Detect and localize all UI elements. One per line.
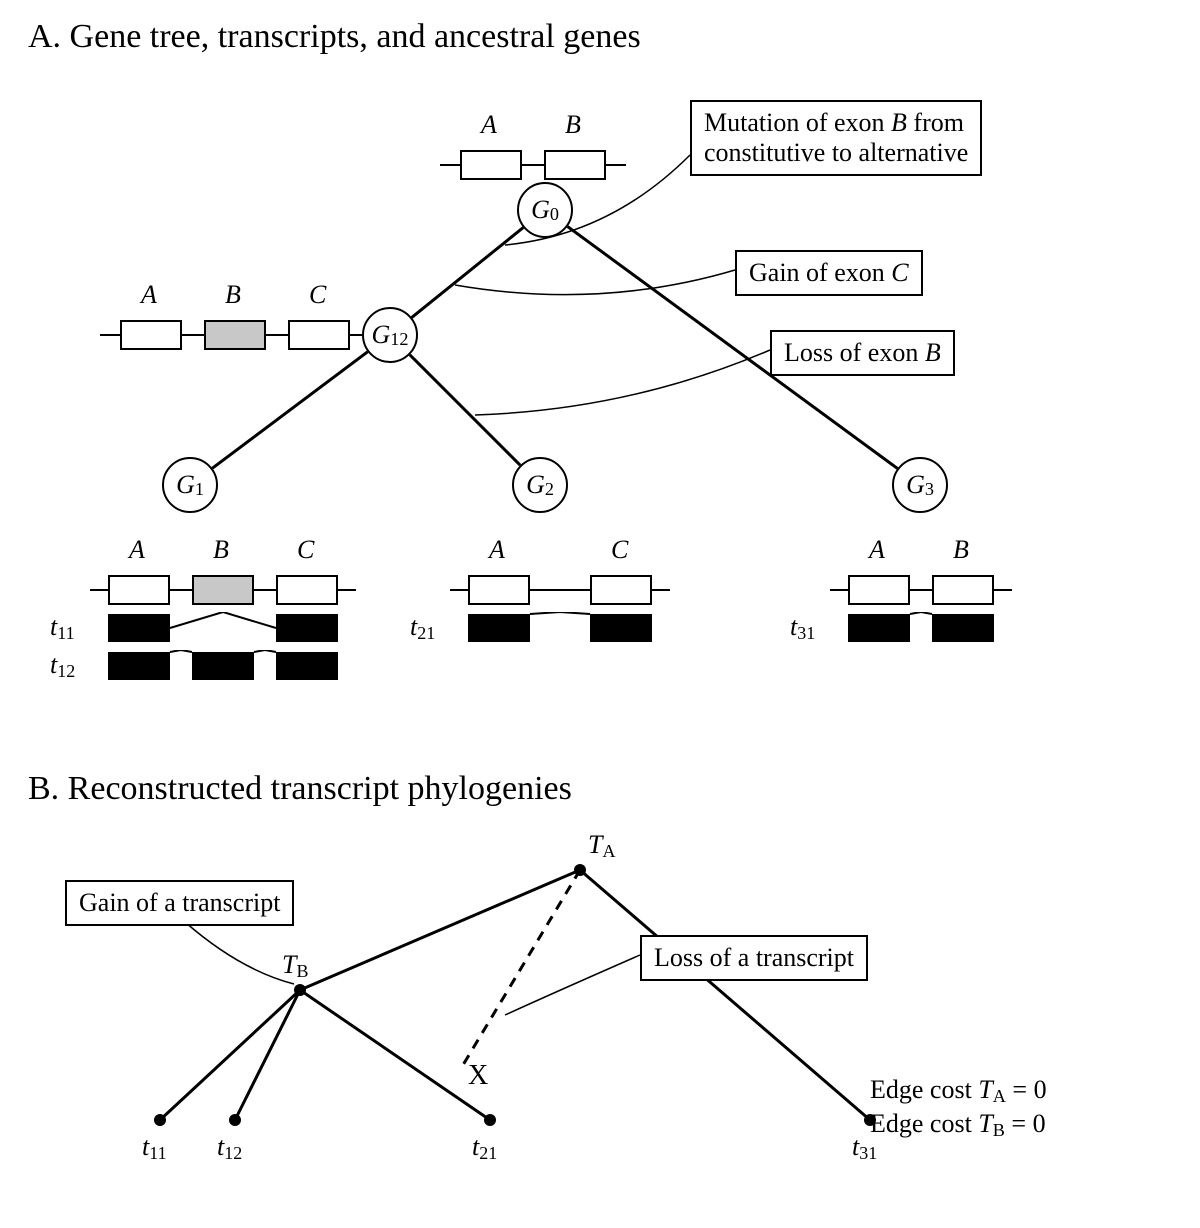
- exon-structure-G1: [90, 575, 356, 605]
- phylo-node-TB: [294, 984, 306, 996]
- exon-label: A: [481, 110, 497, 140]
- exon-label: B: [213, 535, 229, 565]
- exon-label: B: [565, 110, 581, 140]
- gene-node-G0: G0: [517, 182, 573, 238]
- exon-label: A: [489, 535, 505, 565]
- phylo-node-t31: [864, 1114, 876, 1126]
- phylo-label-TB: TB: [282, 950, 308, 980]
- section-title-b: B. Reconstructed transcript phylogenies: [28, 770, 572, 808]
- annotation-gain-transcript: Gain of a transcript: [65, 880, 294, 926]
- edge-cost-tb: Edge cost TB = 0: [870, 1109, 1046, 1139]
- transcript-t31: [848, 612, 998, 644]
- exon-structure-G2: [450, 575, 670, 605]
- transcript-label-t11: t11: [50, 612, 75, 642]
- annotation-mutation: Mutation of exon B fromconstitutive to a…: [690, 100, 982, 176]
- exon-label: A: [129, 535, 145, 565]
- transcript-t11: [108, 612, 342, 644]
- exon-structure-G0: [440, 150, 626, 180]
- exon-label: C: [297, 535, 314, 565]
- edge-cost-ta: Edge cost TA = 0: [870, 1075, 1047, 1105]
- panel-b-svg: [0, 0, 1200, 1228]
- transcript-t12: [108, 650, 342, 682]
- transcript-label-t12: t12: [50, 650, 75, 680]
- annotation-loss-exon: Loss of exon B: [770, 330, 955, 376]
- exon-label: B: [953, 535, 969, 565]
- exon-label: C: [309, 280, 326, 310]
- exon-label: C: [611, 535, 628, 565]
- exon-structure-G3: [830, 575, 1012, 605]
- annotation-gain-exon: Gain of exon C: [735, 250, 923, 296]
- gene-node-G1: G1: [162, 457, 218, 513]
- phylo-node-t11: [154, 1114, 166, 1126]
- phylo-node-t21: [484, 1114, 496, 1126]
- transcript-t21: [468, 612, 656, 644]
- phylo-label-t21: t21: [472, 1132, 497, 1162]
- phylo-label-t12: t12: [217, 1132, 242, 1162]
- annotation-loss-transcript: Loss of a transcript: [640, 935, 868, 981]
- x-mark: X: [468, 1060, 488, 1092]
- exon-label: B: [225, 280, 241, 310]
- phylo-node-t12: [229, 1114, 241, 1126]
- exon-label: A: [141, 280, 157, 310]
- gene-node-G2: G2: [512, 457, 568, 513]
- phylo-label-t11: t11: [142, 1132, 167, 1162]
- phylo-node-TA: [574, 864, 586, 876]
- exon-structure-G12: [100, 320, 370, 350]
- gene-node-G12: G12: [362, 307, 418, 363]
- panel-a-svg: [0, 0, 1200, 760]
- transcript-label-t31: t31: [790, 612, 815, 642]
- gene-node-G3: G3: [892, 457, 948, 513]
- phylo-label-TA: TA: [588, 830, 615, 860]
- section-title-a: A. Gene tree, transcripts, and ancestral…: [28, 18, 641, 56]
- exon-label: A: [869, 535, 885, 565]
- transcript-label-t21: t21: [410, 612, 435, 642]
